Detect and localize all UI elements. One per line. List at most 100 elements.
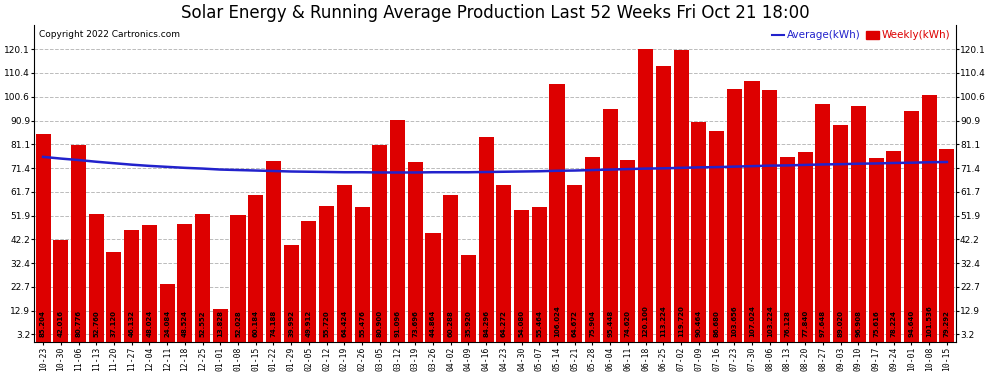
Bar	[904, 111, 919, 342]
Bar	[886, 152, 901, 342]
Bar	[408, 162, 423, 342]
Text: 73.696: 73.696	[412, 310, 418, 338]
Text: 107.024: 107.024	[749, 305, 755, 338]
Bar	[549, 84, 564, 342]
Legend: Average(kWh), Weekly(kWh): Average(kWh), Weekly(kWh)	[767, 26, 954, 45]
Text: 46.132: 46.132	[129, 310, 135, 338]
Bar	[850, 106, 866, 342]
Bar	[372, 145, 387, 342]
Text: 95.448: 95.448	[607, 310, 613, 338]
Bar	[301, 220, 317, 342]
Bar	[673, 50, 689, 342]
Bar	[798, 152, 813, 342]
Bar	[762, 90, 777, 342]
Text: 55.464: 55.464	[537, 310, 543, 338]
Text: 48.524: 48.524	[182, 310, 188, 338]
Text: 48.024: 48.024	[147, 310, 152, 338]
Bar	[639, 49, 653, 342]
Bar	[89, 214, 104, 342]
Text: 55.720: 55.720	[324, 310, 330, 338]
Text: 35.920: 35.920	[465, 310, 471, 338]
Text: 54.080: 54.080	[519, 310, 525, 338]
Text: 77.840: 77.840	[802, 310, 808, 338]
Bar	[496, 186, 512, 342]
Bar	[284, 245, 299, 342]
Bar	[868, 158, 883, 342]
Bar	[461, 255, 476, 342]
Text: 103.656: 103.656	[732, 306, 738, 338]
Text: 91.096: 91.096	[395, 310, 401, 338]
Text: 113.224: 113.224	[660, 306, 666, 338]
Bar	[567, 184, 582, 342]
Text: 106.024: 106.024	[554, 306, 560, 338]
Bar	[585, 157, 600, 342]
Bar	[266, 161, 281, 342]
Bar	[655, 66, 671, 342]
Text: 103.224: 103.224	[766, 306, 773, 338]
Bar	[780, 156, 795, 342]
Text: 42.016: 42.016	[57, 310, 63, 338]
Text: 78.224: 78.224	[891, 310, 897, 338]
Bar	[53, 240, 68, 342]
Bar	[709, 131, 724, 342]
Text: 89.020: 89.020	[838, 310, 843, 338]
Bar	[816, 104, 831, 342]
Text: 39.992: 39.992	[288, 310, 294, 338]
Bar	[36, 134, 50, 342]
Bar	[231, 215, 246, 342]
Text: 52.028: 52.028	[235, 310, 241, 338]
Text: 80.900: 80.900	[377, 310, 383, 338]
Bar	[426, 233, 441, 342]
Bar	[213, 309, 228, 342]
Text: 75.904: 75.904	[589, 310, 595, 338]
Text: 52.552: 52.552	[200, 311, 206, 338]
Text: 49.912: 49.912	[306, 310, 312, 338]
Text: 79.292: 79.292	[943, 310, 950, 338]
Bar	[922, 94, 937, 342]
Text: 85.204: 85.204	[40, 310, 47, 338]
Text: Copyright 2022 Cartronics.com: Copyright 2022 Cartronics.com	[39, 30, 180, 39]
Text: 64.424: 64.424	[342, 310, 347, 338]
Text: 60.184: 60.184	[252, 310, 258, 338]
Text: 64.272: 64.272	[501, 310, 507, 338]
Text: 55.476: 55.476	[359, 310, 365, 338]
Text: 119.720: 119.720	[678, 306, 684, 338]
Title: Solar Energy & Running Average Production Last 52 Weeks Fri Oct 21 18:00: Solar Energy & Running Average Productio…	[181, 4, 809, 22]
Bar	[603, 110, 618, 342]
Bar	[319, 206, 335, 342]
Bar	[478, 136, 494, 342]
Bar	[514, 210, 529, 342]
Bar	[833, 125, 848, 342]
Bar	[354, 207, 369, 342]
Text: 24.084: 24.084	[164, 310, 170, 338]
Text: 84.296: 84.296	[483, 310, 489, 338]
Text: 52.760: 52.760	[93, 310, 99, 338]
Text: 86.680: 86.680	[714, 310, 720, 338]
Bar	[390, 120, 405, 342]
Bar	[940, 149, 954, 342]
Text: 90.464: 90.464	[696, 310, 702, 338]
Text: 96.908: 96.908	[855, 310, 861, 338]
Bar	[691, 122, 706, 342]
Bar	[727, 89, 742, 342]
Text: 13.828: 13.828	[217, 310, 224, 338]
Text: 97.648: 97.648	[820, 310, 826, 338]
Bar	[444, 195, 458, 342]
Text: 44.864: 44.864	[430, 310, 436, 338]
Text: 120.100: 120.100	[643, 306, 648, 338]
Bar	[177, 224, 192, 342]
Bar	[621, 160, 636, 342]
Text: 74.620: 74.620	[625, 310, 631, 338]
Text: 75.616: 75.616	[873, 310, 879, 338]
Bar	[71, 145, 86, 342]
Bar	[124, 230, 140, 342]
Text: 101.536: 101.536	[927, 306, 933, 338]
Text: 76.128: 76.128	[784, 310, 790, 338]
Text: 94.640: 94.640	[909, 310, 915, 338]
Bar	[159, 284, 174, 342]
Bar	[142, 225, 157, 342]
Text: 74.188: 74.188	[270, 310, 276, 338]
Bar	[107, 252, 122, 342]
Text: 60.288: 60.288	[447, 310, 453, 338]
Bar	[248, 195, 263, 342]
